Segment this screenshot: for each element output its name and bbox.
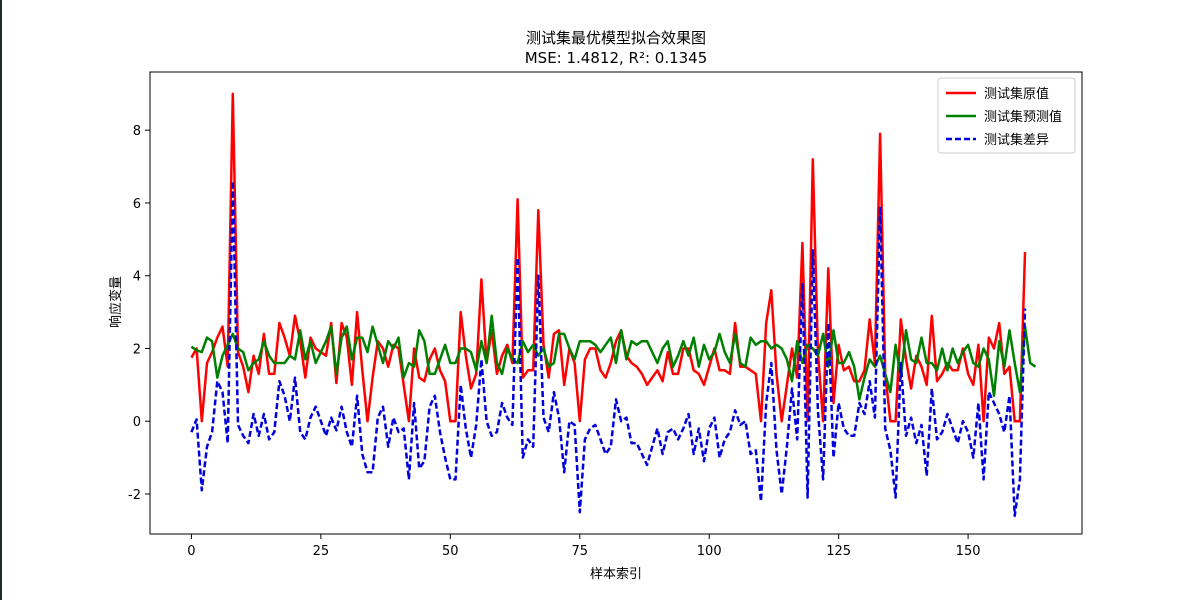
y-axis-label: 响应变量 — [108, 276, 124, 328]
y-tick-label: 6 — [133, 197, 141, 212]
y-tick-label: 8 — [133, 124, 141, 139]
y-tick-label: 0 — [133, 415, 141, 430]
x-tick-label: 150 — [956, 544, 981, 559]
series-difference-line — [190, 179, 1027, 518]
y-tick-label: -2 — [128, 488, 141, 503]
legend-label-predicted: 测试集预测值 — [984, 109, 1062, 125]
chart-title: 测试集最优模型拟合效果图 — [526, 29, 706, 47]
y-tick-label: 2 — [133, 342, 141, 357]
x-tick-label: 100 — [697, 544, 722, 559]
window-left-edge — [0, 0, 2, 600]
y-axis: -2 0 2 4 6 8 — [128, 124, 150, 503]
y-tick-label: 4 — [133, 270, 141, 285]
plot-area-frame — [149, 71, 1083, 535]
x-tick-label: 0 — [187, 544, 195, 559]
x-tick-label: 75 — [571, 544, 588, 559]
chart-subtitle: MSE: 1.4812, R²: 0.1345 — [525, 49, 708, 67]
x-axis-label: 样本索引 — [590, 567, 642, 582]
legend-box — [937, 77, 1076, 154]
legend-label-original: 测试集原值 — [984, 86, 1049, 102]
x-tick-label: 125 — [826, 544, 851, 559]
x-tick-label: 50 — [442, 544, 459, 559]
legend-label-difference: 测试集差异 — [984, 132, 1049, 148]
x-axis: 0 25 50 75 100 125 150 — [187, 534, 981, 559]
series-predicted-line — [190, 314, 1037, 401]
legend: 测试集原值 测试集预测值 测试集差异 — [937, 77, 1076, 154]
series-layer — [190, 92, 1037, 518]
x-tick-label: 25 — [313, 544, 330, 559]
